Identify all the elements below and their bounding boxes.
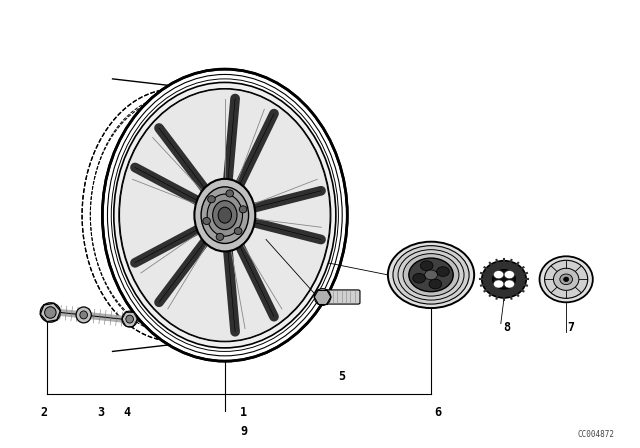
Ellipse shape: [195, 179, 255, 251]
Ellipse shape: [436, 267, 449, 276]
Ellipse shape: [201, 187, 248, 243]
Ellipse shape: [218, 207, 232, 223]
Ellipse shape: [126, 315, 134, 323]
Ellipse shape: [393, 246, 469, 304]
FancyBboxPatch shape: [321, 290, 360, 304]
Ellipse shape: [420, 261, 433, 271]
Ellipse shape: [493, 271, 504, 279]
Ellipse shape: [76, 307, 92, 323]
Ellipse shape: [226, 190, 234, 197]
Ellipse shape: [239, 206, 247, 213]
Ellipse shape: [314, 289, 331, 306]
Ellipse shape: [45, 307, 56, 318]
Ellipse shape: [493, 280, 504, 288]
Ellipse shape: [504, 271, 515, 279]
Ellipse shape: [203, 217, 211, 224]
Text: 9: 9: [240, 426, 248, 439]
Ellipse shape: [409, 258, 453, 292]
Ellipse shape: [80, 311, 88, 319]
Ellipse shape: [114, 82, 336, 348]
Ellipse shape: [425, 270, 437, 280]
Text: CC004872: CC004872: [577, 430, 614, 439]
Ellipse shape: [493, 270, 515, 289]
Text: 2: 2: [40, 405, 47, 418]
Text: 8: 8: [504, 322, 511, 335]
Ellipse shape: [413, 273, 426, 283]
Ellipse shape: [216, 233, 224, 241]
Ellipse shape: [205, 194, 237, 232]
Text: 3: 3: [97, 405, 105, 418]
Ellipse shape: [120, 89, 330, 341]
Ellipse shape: [234, 228, 242, 235]
Ellipse shape: [554, 268, 579, 290]
Ellipse shape: [122, 311, 138, 327]
Ellipse shape: [207, 196, 215, 203]
Text: 6: 6: [434, 405, 441, 418]
Ellipse shape: [564, 277, 569, 281]
Ellipse shape: [40, 303, 61, 322]
Ellipse shape: [403, 254, 459, 296]
Text: 1: 1: [240, 405, 248, 418]
Ellipse shape: [102, 69, 348, 361]
Ellipse shape: [388, 242, 474, 308]
Ellipse shape: [545, 260, 588, 298]
Text: 7: 7: [567, 322, 574, 335]
Ellipse shape: [207, 194, 243, 236]
Text: 4: 4: [123, 405, 130, 418]
Ellipse shape: [212, 201, 237, 230]
Ellipse shape: [540, 256, 593, 302]
Text: 5: 5: [339, 370, 346, 383]
Ellipse shape: [504, 280, 515, 288]
Ellipse shape: [560, 274, 573, 284]
Ellipse shape: [482, 261, 526, 298]
Ellipse shape: [429, 279, 442, 289]
